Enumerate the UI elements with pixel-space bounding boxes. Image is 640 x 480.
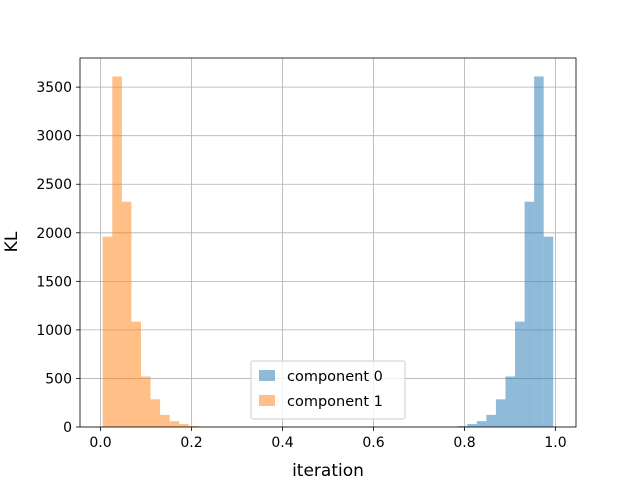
y-axis-ticks: 0 500 1000 1500 2000 2500 3000 3500: [36, 80, 80, 436]
histogram-bar-series-0: [534, 76, 544, 427]
y-tick-label: 1500: [36, 274, 72, 290]
histogram-bar-series-0: [486, 414, 496, 427]
y-tick-label: 500: [45, 371, 72, 387]
x-tick-label: 1.0: [544, 435, 566, 451]
x-tick-label: 0.6: [362, 435, 384, 451]
x-tick-label: 0.8: [453, 435, 475, 451]
legend-entry: component 1: [287, 394, 383, 410]
y-tick-label: 3000: [36, 129, 72, 145]
histogram-bar-series-1: [131, 321, 141, 427]
histogram-bar-series-1: [121, 201, 132, 427]
x-tick-label: 0.2: [180, 435, 202, 451]
histogram-bar-series-0: [505, 376, 516, 427]
histogram-bars: [102, 76, 554, 427]
y-tick-label: 3500: [36, 80, 72, 96]
histogram-bar-series-1: [160, 414, 170, 427]
grid-lines: [80, 58, 576, 428]
y-tick-label: 0: [63, 420, 72, 436]
histogram-bar-series-0: [543, 236, 554, 427]
legend-entry: component 0: [287, 369, 383, 385]
histogram-bar-series-1: [112, 76, 122, 427]
histogram-bar-series-1: [150, 399, 161, 427]
histogram-bar-series-1: [179, 424, 189, 427]
legend-box: [250, 360, 406, 420]
histogram-bar-series-0: [495, 399, 506, 427]
histogram-bar-series-0: [457, 426, 468, 427]
x-tick-label: 0.0: [89, 435, 111, 451]
histogram-bar-series-1: [188, 426, 199, 427]
histogram-bar-series-0: [476, 421, 487, 427]
y-tick-label: 2500: [36, 177, 72, 193]
histogram-bar-series-1: [169, 421, 180, 427]
histogram-bar-series-0: [524, 201, 535, 427]
x-tick-label: 0.4: [271, 435, 293, 451]
x-axis-label: iteration: [292, 461, 364, 480]
legend-swatch: [259, 395, 275, 406]
plot-frame: [79, 57, 577, 428]
histogram-bar-series-0: [467, 424, 477, 427]
legend: component 0 component 1: [250, 360, 406, 420]
histogram-bar-series-1: [102, 236, 113, 427]
x-axis-ticks: 0.0 0.2 0.4 0.6 0.8 1.0: [89, 427, 567, 451]
histogram-bar-series-0: [515, 321, 525, 427]
y-tick-label: 1000: [36, 323, 72, 339]
y-axis-label: KL: [2, 231, 22, 252]
legend-swatch: [259, 370, 275, 381]
histogram-bar-series-1: [140, 376, 151, 427]
y-tick-label: 2000: [36, 226, 72, 242]
